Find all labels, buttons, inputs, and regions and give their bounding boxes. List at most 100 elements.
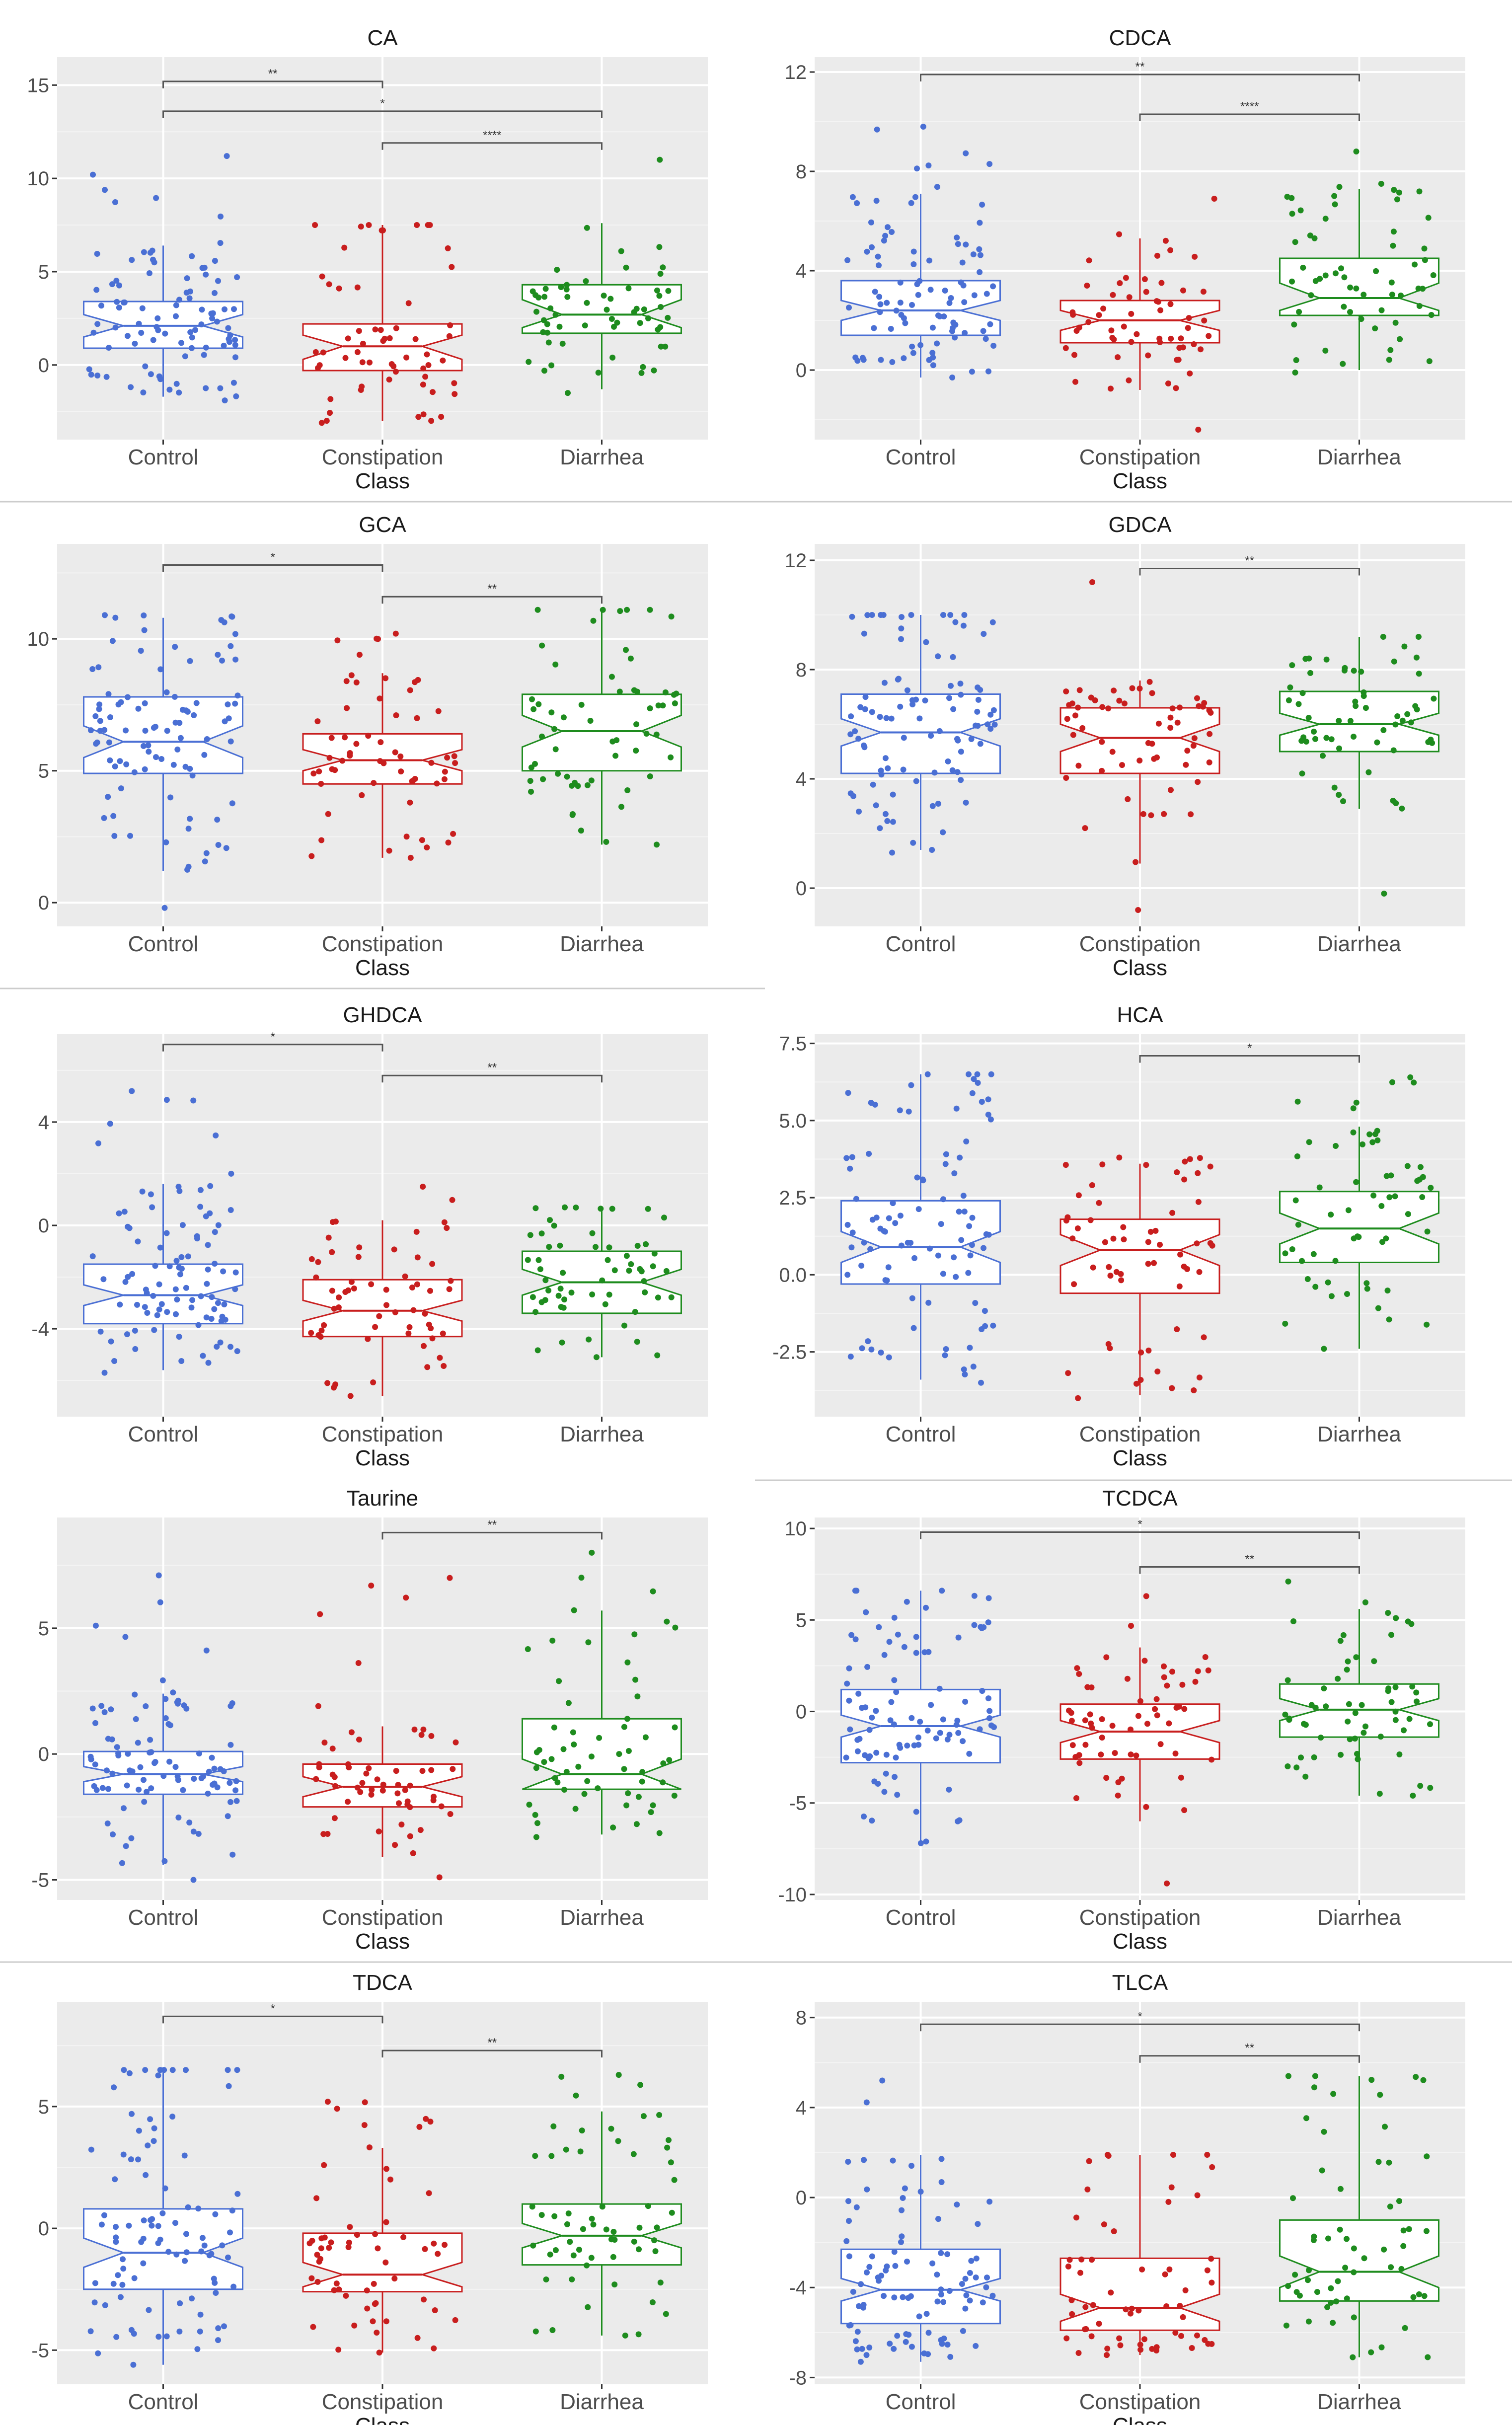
data-point (1161, 1674, 1167, 1680)
data-point (1157, 1741, 1164, 1747)
data-point (886, 1354, 892, 1361)
x-tick-label-diarrhea: Diarrhea (560, 1905, 644, 1930)
significance-bracket: ** (381, 582, 603, 604)
data-point (391, 2275, 398, 2282)
data-point (321, 2234, 328, 2241)
data-point (1378, 307, 1385, 313)
data-point (645, 2203, 651, 2209)
data-point (575, 1763, 582, 1770)
data-point (354, 2232, 360, 2238)
data-point (537, 1266, 543, 1273)
data-point (346, 2239, 352, 2246)
data-point (602, 1301, 608, 1307)
data-point (1353, 285, 1360, 292)
data-point (198, 1293, 204, 1299)
data-point (896, 1742, 903, 1748)
data-point (1328, 2285, 1334, 2291)
data-point (1322, 272, 1329, 279)
data-point (172, 1286, 179, 1292)
data-point (917, 1840, 924, 1846)
data-point (449, 1197, 455, 1203)
data-point (1119, 1775, 1125, 1782)
data-point (938, 2156, 945, 2162)
data-point (213, 2290, 219, 2296)
data-point (147, 2116, 153, 2122)
data-point (1297, 207, 1304, 214)
data-point (120, 2266, 127, 2272)
box-constipation (302, 2099, 463, 2356)
data-point (308, 2275, 315, 2281)
data-point (549, 1637, 556, 1644)
data-point (554, 267, 560, 273)
data-point (308, 1330, 314, 1336)
data-point (206, 2252, 213, 2259)
data-point (356, 1244, 363, 1251)
data-point (1120, 1224, 1127, 1230)
data-point (981, 631, 987, 637)
data-point (1133, 1752, 1139, 1759)
data-point (884, 300, 890, 306)
data-point (1164, 1880, 1170, 1887)
data-point (657, 2279, 664, 2286)
data-point (950, 706, 957, 712)
data-point (928, 733, 934, 739)
data-point (444, 755, 451, 761)
data-point (858, 2281, 864, 2287)
data-point (551, 2213, 558, 2219)
data-point (589, 1230, 596, 1236)
data-point (890, 791, 896, 798)
data-point (111, 1358, 118, 1364)
data-point (859, 1705, 865, 1711)
data-point (308, 1256, 315, 1262)
data-point (603, 838, 609, 845)
data-point (407, 799, 413, 806)
data-point (913, 1650, 919, 1656)
data-point (93, 287, 100, 293)
data-point (914, 165, 920, 172)
data-point (136, 320, 142, 327)
significance-label: * (271, 550, 275, 564)
data-point (221, 2323, 227, 2330)
data-point (1128, 1623, 1134, 1629)
data-point (339, 758, 346, 764)
data-point (376, 1828, 382, 1835)
data-point (1351, 2314, 1357, 2321)
data-point (866, 2264, 873, 2270)
data-point (945, 758, 951, 764)
data-point (100, 1276, 107, 1283)
data-point (1177, 704, 1183, 711)
data-point (1320, 753, 1326, 759)
data-point (329, 1249, 335, 1255)
y-tick-label: 5 (38, 261, 49, 283)
data-point (1414, 1698, 1420, 1705)
data-point (890, 1200, 896, 1207)
data-point (184, 275, 190, 282)
data-point (1194, 1240, 1200, 1247)
data-point (565, 1700, 572, 1706)
data-point (1162, 237, 1169, 244)
data-point (332, 1381, 339, 1388)
data-point (951, 1254, 957, 1261)
significance-bracket: * (162, 550, 383, 572)
data-point (615, 2072, 622, 2078)
data-point (558, 284, 564, 290)
data-point (89, 1705, 96, 1712)
data-point (407, 687, 413, 693)
data-point (127, 1767, 133, 1774)
data-point (529, 2203, 535, 2210)
data-point (92, 1720, 98, 1726)
data-point (963, 1138, 970, 1144)
data-point (1298, 1754, 1304, 1761)
data-point (877, 309, 883, 315)
data-point (189, 334, 195, 341)
data-point (1322, 347, 1329, 354)
data-point (916, 2313, 922, 2320)
data-point (865, 1755, 872, 1761)
data-point (194, 1233, 200, 1239)
data-point (354, 284, 361, 291)
data-point (590, 2221, 597, 2228)
data-point (1074, 1665, 1080, 1671)
data-point (889, 229, 895, 235)
data-point (1157, 1241, 1163, 1248)
